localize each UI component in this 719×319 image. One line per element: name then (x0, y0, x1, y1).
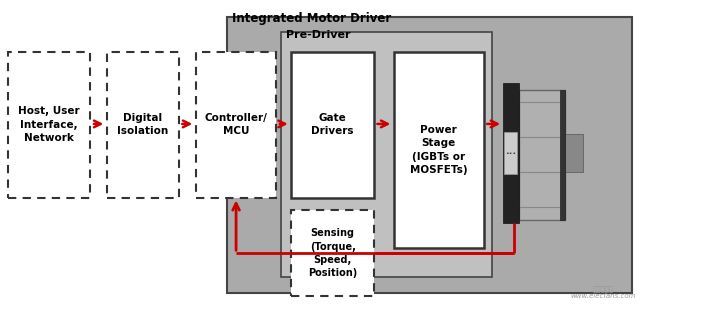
Text: Pre-Driver: Pre-Driver (286, 30, 351, 41)
Bar (196, 51, 276, 197)
Bar (559, 90, 565, 220)
Bar (107, 51, 178, 197)
Bar (291, 210, 374, 296)
Bar (519, 90, 565, 220)
Text: Digital
Isolation: Digital Isolation (117, 113, 168, 136)
Bar (505, 132, 518, 174)
Bar (8, 51, 91, 197)
Text: Power
Stage
(IGBTs or
MOSFETs): Power Stage (IGBTs or MOSFETs) (410, 125, 467, 175)
Bar (280, 33, 493, 277)
Bar (503, 83, 519, 223)
Bar (565, 134, 583, 172)
Text: Host, User
Interface,
Network: Host, User Interface, Network (18, 106, 80, 143)
Text: Sensing
(Torque,
Speed,
Position): Sensing (Torque, Speed, Position) (308, 228, 357, 278)
Bar (291, 51, 374, 197)
Text: 电子发烧友
www.elecfans.com: 电子发烧友 www.elecfans.com (571, 286, 636, 299)
Text: Integrated Motor Driver: Integrated Motor Driver (232, 11, 391, 25)
Bar (394, 51, 484, 249)
Bar (226, 17, 632, 293)
Text: Controller/
MCU: Controller/ MCU (205, 113, 267, 136)
Text: Gate
Drivers: Gate Drivers (311, 113, 354, 136)
Text: •••: ••• (505, 151, 516, 156)
